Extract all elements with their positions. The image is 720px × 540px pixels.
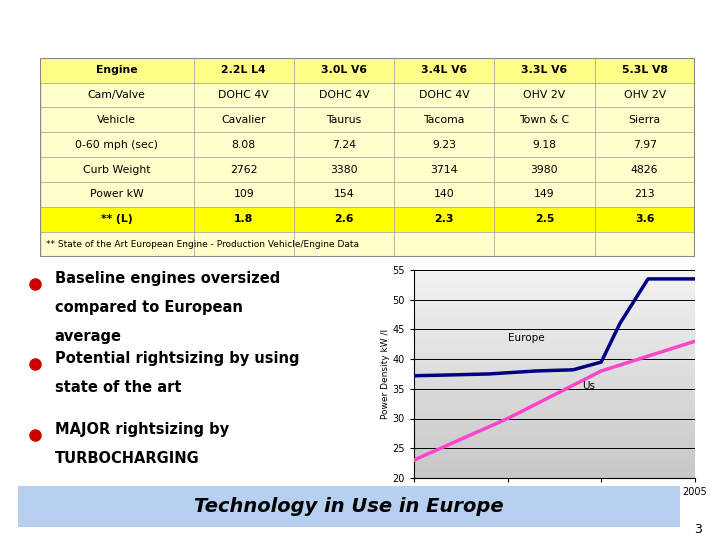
Text: 140: 140 <box>434 190 454 199</box>
Text: Europe: Europe <box>508 333 544 343</box>
Text: Town & C: Town & C <box>519 115 570 125</box>
Text: ** (L): ** (L) <box>101 214 132 224</box>
Text: 2762: 2762 <box>230 165 258 174</box>
Text: Vehicle: Vehicle <box>97 115 136 125</box>
Text: state of the art: state of the art <box>55 380 181 395</box>
Text: ** State of the Art European Engine - Production Vehicle/Engine Data: ** State of the Art European Engine - Pr… <box>46 240 359 248</box>
Y-axis label: Power Density kW /l: Power Density kW /l <box>381 329 390 419</box>
Text: Cavalier: Cavalier <box>222 115 266 125</box>
FancyBboxPatch shape <box>0 485 701 528</box>
Text: OHV 2V: OHV 2V <box>624 90 666 100</box>
Bar <box>40 58 695 83</box>
Text: Baseline engines oversized: Baseline engines oversized <box>55 271 280 286</box>
Text: 3: 3 <box>694 523 702 536</box>
Text: Us: Us <box>582 381 595 391</box>
Text: Curb Weight: Curb Weight <box>83 165 150 174</box>
Text: Engine: Engine <box>96 65 138 75</box>
Text: 9.23: 9.23 <box>432 140 456 150</box>
Text: 8.08: 8.08 <box>232 140 256 150</box>
Text: 2.6: 2.6 <box>334 214 354 224</box>
Text: 154: 154 <box>333 190 354 199</box>
Text: 2.2L L4: 2.2L L4 <box>221 65 266 75</box>
Text: 5.3L V8: 5.3L V8 <box>622 65 667 75</box>
Text: Cam/Valve: Cam/Valve <box>88 90 145 100</box>
Text: 3.3L V6: 3.3L V6 <box>521 65 567 75</box>
Text: 7.24: 7.24 <box>332 140 356 150</box>
Text: 3.6: 3.6 <box>635 214 654 224</box>
Text: 2.3: 2.3 <box>434 214 454 224</box>
Text: Sierra: Sierra <box>629 115 661 125</box>
Text: 3380: 3380 <box>330 165 358 174</box>
Text: TURBOCHARGING: TURBOCHARGING <box>55 451 199 467</box>
Text: 0-60 mph (sec): 0-60 mph (sec) <box>75 140 158 150</box>
Text: 3.0L V6: 3.0L V6 <box>321 65 367 75</box>
Text: DOHC 4V: DOHC 4V <box>419 90 469 100</box>
Text: 213: 213 <box>634 190 655 199</box>
Text: Tacoma: Tacoma <box>423 115 465 125</box>
Text: compared to European: compared to European <box>55 300 243 315</box>
Text: 3714: 3714 <box>431 165 458 174</box>
Text: 4826: 4826 <box>631 165 658 174</box>
Text: 3980: 3980 <box>531 165 558 174</box>
Text: 149: 149 <box>534 190 554 199</box>
Text: Power kW: Power kW <box>90 190 143 199</box>
Text: 9.18: 9.18 <box>532 140 557 150</box>
Text: CARB Baseline for Cost/Benefit Analysis: CARB Baseline for Cost/Benefit Analysis <box>13 15 606 40</box>
Text: Technology in Use in Europe: Technology in Use in Europe <box>194 497 504 516</box>
Text: DOHC 4V: DOHC 4V <box>218 90 269 100</box>
Text: MAJOR rightsizing by: MAJOR rightsizing by <box>55 422 229 437</box>
Text: DOHC 4V: DOHC 4V <box>318 90 369 100</box>
Text: 1.8: 1.8 <box>234 214 253 224</box>
Text: 2.5: 2.5 <box>535 214 554 224</box>
Text: OHV 2V: OHV 2V <box>523 90 565 100</box>
Text: Taurus: Taurus <box>326 115 361 125</box>
Text: 109: 109 <box>233 190 254 199</box>
Text: 3.4L V6: 3.4L V6 <box>421 65 467 75</box>
Text: 7.97: 7.97 <box>633 140 657 150</box>
Text: Potential rightsizing by using: Potential rightsizing by using <box>55 351 299 366</box>
Text: average: average <box>55 329 122 345</box>
Bar <box>40 207 695 232</box>
